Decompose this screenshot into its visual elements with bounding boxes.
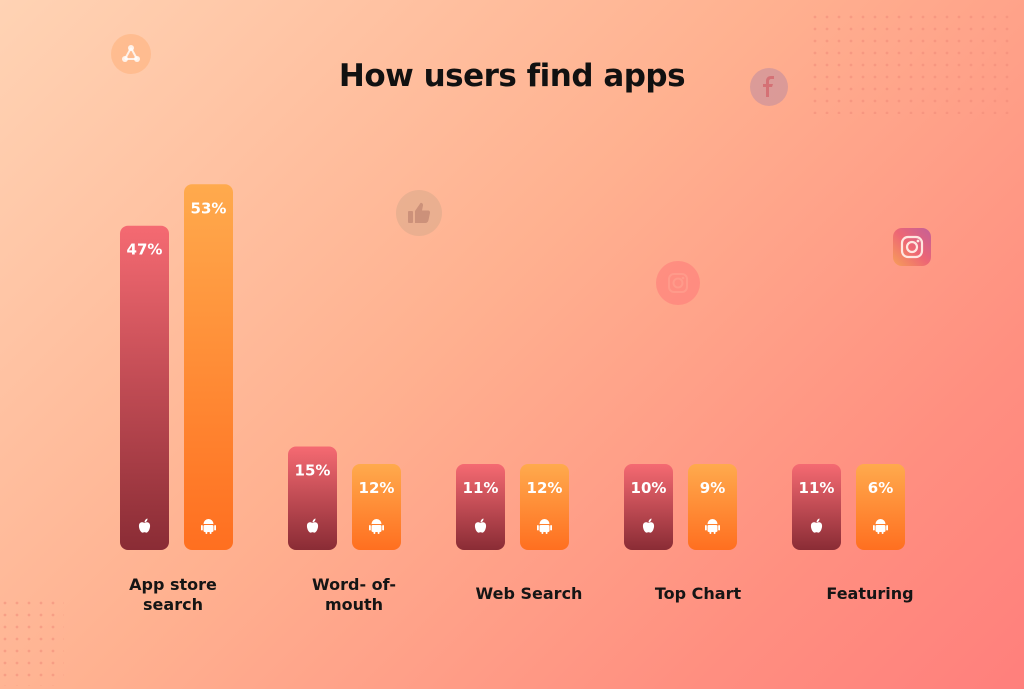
facebook-icon xyxy=(750,68,788,106)
android-icon xyxy=(537,519,552,534)
instagram-icon xyxy=(656,261,700,305)
apple-icon xyxy=(474,518,487,533)
bar-ios-1 xyxy=(288,446,337,550)
bar-android-4 xyxy=(856,464,905,550)
category-label: Word- of- xyxy=(312,575,396,594)
thumbs-up-icon xyxy=(396,190,442,236)
bar-ios-2 xyxy=(456,464,505,550)
bar-value-label: 47% xyxy=(127,241,163,259)
category-label: App store xyxy=(129,575,217,594)
share-icon xyxy=(111,34,151,74)
bar-ios-4 xyxy=(792,464,841,550)
bar-value-label: 11% xyxy=(463,479,499,497)
apple-icon xyxy=(306,518,319,533)
category-label: Web Search xyxy=(476,584,583,603)
bar-value-label: 12% xyxy=(359,479,395,497)
bar-value-label: 9% xyxy=(700,479,725,497)
category-label: Top Chart xyxy=(655,584,742,603)
chart-title: How users find apps xyxy=(338,58,686,94)
bar-android-3 xyxy=(688,464,737,550)
bar-value-label: 12% xyxy=(527,479,563,497)
android-icon xyxy=(201,519,216,534)
android-icon xyxy=(369,519,384,534)
bar-value-label: 10% xyxy=(631,479,667,497)
bar-android-1 xyxy=(352,464,401,550)
category-label: mouth xyxy=(325,595,383,614)
apple-icon xyxy=(810,518,823,533)
bar-value-label: 6% xyxy=(868,479,893,497)
android-icon xyxy=(705,519,720,534)
category-label: Featuring xyxy=(826,584,913,603)
instagram-icon xyxy=(893,228,931,266)
apple-icon xyxy=(642,518,655,533)
dot-pattern-top-right xyxy=(812,14,1017,114)
bar-ios-0 xyxy=(120,225,169,550)
bar-ios-3 xyxy=(624,464,673,550)
dot-pattern-bottom-left xyxy=(2,600,64,686)
bar-value-label: 11% xyxy=(799,479,835,497)
android-icon xyxy=(873,519,888,534)
apple-icon xyxy=(138,518,151,533)
bar-android-2 xyxy=(520,464,569,550)
category-label: search xyxy=(143,595,203,614)
bar-value-label: 15% xyxy=(295,462,331,480)
bar-value-label: 53% xyxy=(191,199,227,217)
bar-android-0 xyxy=(184,184,233,551)
